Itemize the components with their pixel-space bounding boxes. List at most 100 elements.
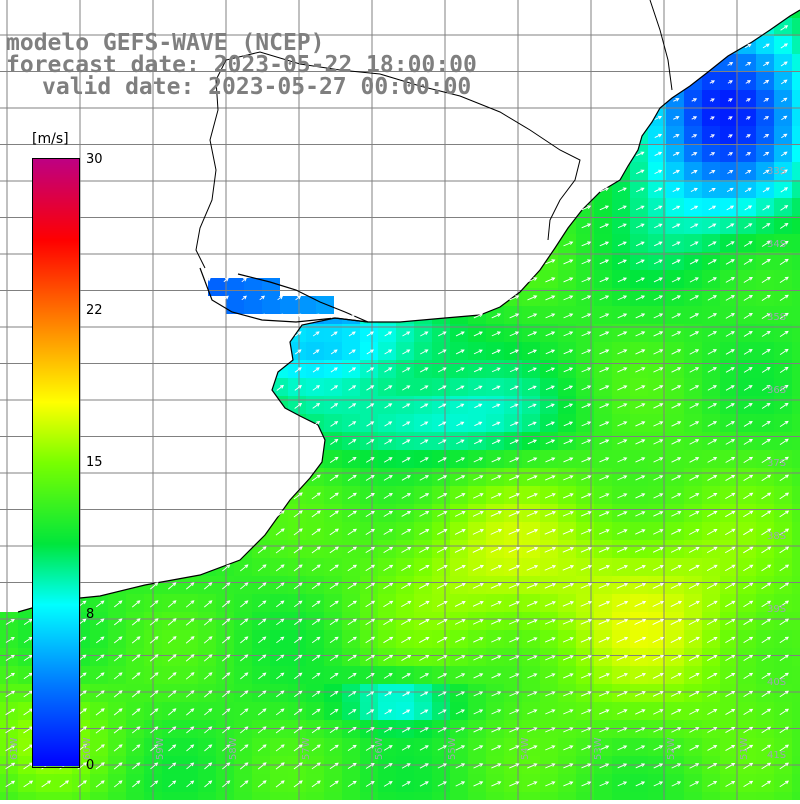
wind-arrow-head (695, 493, 700, 497)
field-cell (702, 666, 720, 684)
wind-arrow (276, 636, 284, 644)
field-cell (774, 684, 792, 702)
field-cell (792, 234, 800, 252)
wind-arrow-head (461, 637, 466, 641)
field-cell (486, 738, 504, 756)
field-cell (378, 576, 396, 594)
wind-arrow-head (712, 349, 717, 353)
wind-arrow-head (28, 636, 33, 641)
wind-arrow-head (479, 601, 484, 605)
wind-arrow-head (569, 709, 574, 713)
wind-arrow-head (262, 744, 267, 749)
wind-arrow (636, 187, 644, 193)
wind-arrow (419, 655, 429, 661)
wind-arrow (706, 546, 718, 554)
wind-arrow (329, 474, 339, 482)
field-cell (756, 504, 774, 522)
wind-arrow-head (461, 582, 466, 587)
wind-arrow (780, 61, 788, 67)
field-cell (684, 504, 702, 522)
wind-arrow (203, 600, 213, 608)
wind-arrow-head (280, 744, 285, 749)
wind-arrow-head (388, 763, 393, 767)
wind-arrow-head (712, 259, 717, 263)
wind-arrow-head (784, 654, 789, 659)
wind-arrow-head (624, 618, 629, 623)
wind-arrow-head (479, 582, 484, 587)
field-cell (558, 792, 576, 804)
wind-arrow-head (695, 763, 700, 767)
wind-arrow-head (407, 529, 412, 533)
wind-arrow (437, 529, 447, 535)
field-cell (504, 360, 522, 378)
wind-arrow (744, 205, 752, 211)
wind-arrow-head (695, 403, 700, 407)
wind-arrow (311, 780, 321, 788)
wind-arrow-head (641, 403, 646, 407)
field-cell (738, 684, 756, 702)
wind-arrow-head (748, 313, 753, 317)
lon-label: 52W (666, 737, 677, 760)
wind-arrow-head (516, 564, 521, 569)
field-cell (180, 702, 198, 720)
wind-arrow-head (784, 25, 789, 29)
wind-arrow-head (172, 708, 177, 713)
wind-arrow (384, 385, 392, 391)
wind-arrow-head (641, 439, 646, 443)
wind-arrow (671, 493, 681, 499)
wind-arrow (5, 672, 15, 680)
wind-arrow-head (569, 673, 574, 677)
field-cell (558, 738, 576, 756)
wind-arrow-head (569, 295, 574, 299)
wind-arrow (401, 636, 411, 644)
field-cell (666, 324, 684, 342)
wind-arrow-head (731, 618, 736, 623)
wind-arrow-head (747, 80, 752, 84)
wind-arrow (780, 79, 788, 85)
wind-arrow-head (208, 690, 213, 695)
wind-arrow (419, 637, 429, 643)
lon-label: 61W (9, 737, 20, 760)
field-cell (432, 630, 450, 648)
wind-arrow (472, 493, 484, 499)
field-cell (216, 774, 234, 792)
field-cell (774, 198, 792, 216)
wind-arrow-head (497, 493, 502, 497)
wind-arrow (636, 169, 644, 175)
wind-arrow (725, 385, 735, 391)
wind-arrow (257, 708, 267, 716)
field-cell (360, 576, 378, 594)
wind-arrow (348, 439, 356, 445)
field-cell (378, 594, 396, 612)
wind-arrow-head (316, 403, 321, 407)
field-cell (756, 180, 774, 198)
wind-arrow (95, 780, 105, 788)
wind-arrow-head (351, 349, 356, 354)
field-cell (360, 540, 378, 558)
wind-arrow-head (713, 600, 718, 605)
wind-arrow-head (388, 349, 393, 353)
field-cell (288, 684, 306, 702)
field-cell (540, 432, 558, 450)
wind-arrow (671, 475, 681, 481)
wind-arrow (150, 780, 158, 788)
field-cell (324, 594, 342, 612)
field-cell (684, 162, 702, 180)
wind-arrow (562, 583, 574, 589)
wind-arrow-head (118, 618, 123, 623)
wind-arrow-head (729, 152, 734, 156)
wind-arrow (95, 600, 105, 608)
wind-arrow (707, 745, 717, 751)
wind-arrow (330, 367, 338, 373)
field-cell (738, 468, 756, 486)
field-cell (702, 774, 720, 792)
field-cell (702, 486, 720, 504)
wind-arrow (149, 618, 159, 626)
wind-arrow (131, 726, 141, 734)
wind-arrow (366, 403, 374, 409)
wind-arrow-head (784, 474, 789, 479)
field-cell (90, 666, 108, 684)
wind-arrow-head (154, 582, 159, 587)
wind-arrow (221, 690, 231, 698)
wind-arrow (276, 654, 284, 662)
